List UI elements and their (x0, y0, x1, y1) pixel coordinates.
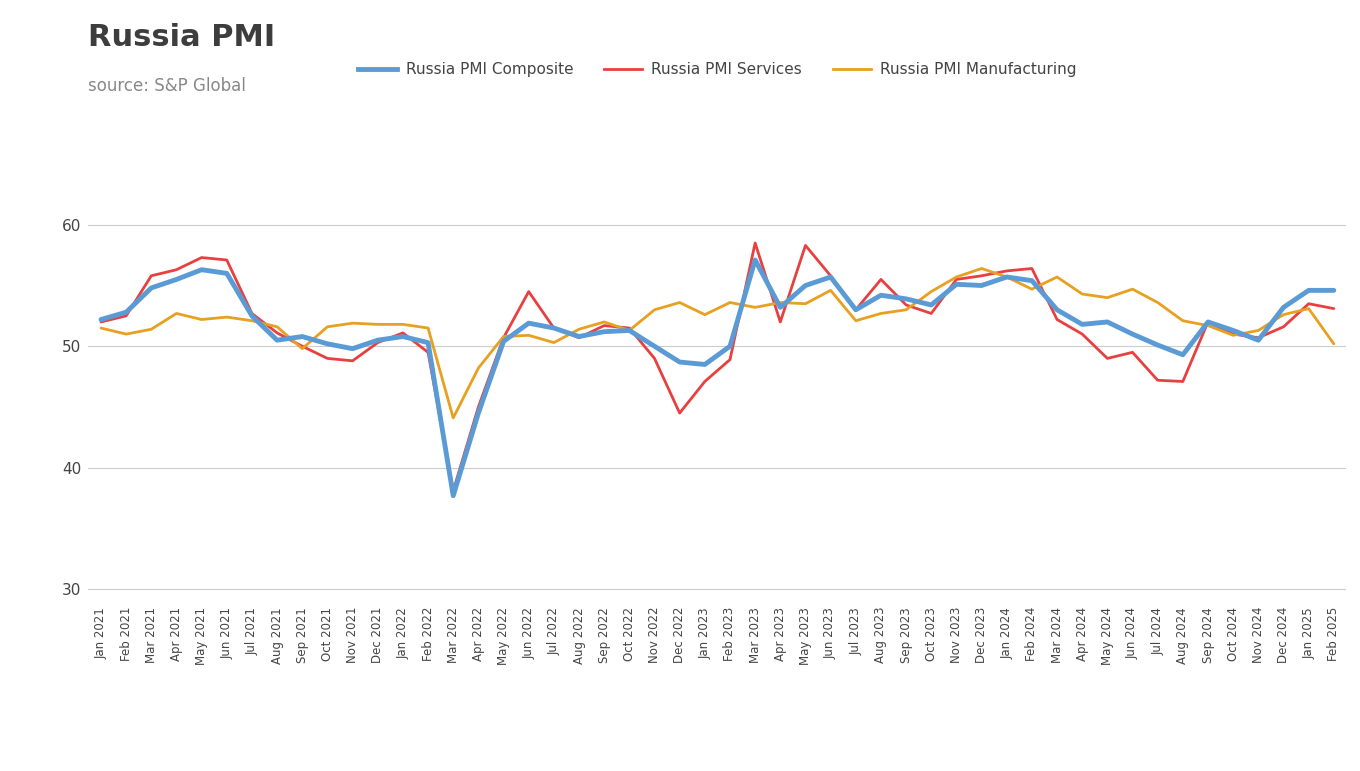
Text: Russia PMI: Russia PMI (88, 23, 276, 52)
Text: source: S&P Global: source: S&P Global (88, 77, 246, 95)
Legend: Russia PMI Composite, Russia PMI Services, Russia PMI Manufacturing: Russia PMI Composite, Russia PMI Service… (352, 56, 1083, 83)
